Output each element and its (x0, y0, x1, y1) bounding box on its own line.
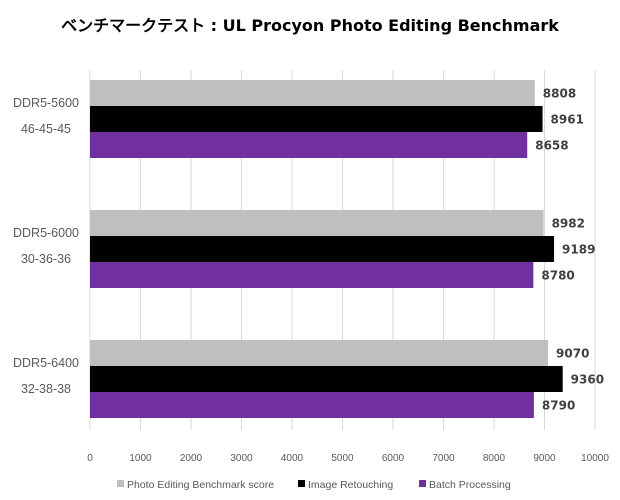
bar (90, 80, 535, 106)
x-tick-label: 10000 (581, 453, 609, 464)
bar (90, 340, 549, 366)
legend-label: Photo Editing Benchmark score (127, 479, 274, 491)
data-label: 8982 (552, 217, 585, 231)
bar (90, 210, 544, 236)
category-sublabel: 46-45-45 (21, 122, 71, 136)
bar (90, 366, 563, 392)
data-label: 8808 (543, 87, 576, 101)
chart-title: ベンチマークテスト : UL Procyon Photo Editing Ben… (61, 16, 559, 35)
bar (90, 236, 555, 262)
x-tick-label: 5000 (331, 453, 354, 464)
data-label: 8790 (542, 399, 575, 413)
category-label: DDR5-6000 (13, 226, 79, 240)
category-sublabel: 32-38-38 (21, 382, 71, 396)
x-tick-label: 0 (87, 453, 93, 464)
category-sublabel: 30-36-36 (21, 252, 71, 266)
bar (90, 132, 528, 158)
x-tick-label: 7000 (432, 453, 455, 464)
x-tick-label: 6000 (382, 453, 405, 464)
legend-swatch (419, 480, 426, 487)
x-tick-label: 9000 (533, 453, 556, 464)
data-label: 8961 (551, 113, 584, 127)
x-tick-label: 1000 (129, 453, 152, 464)
legend-label: Image Retouching (308, 479, 393, 491)
data-label: 9189 (562, 243, 595, 257)
data-label: 8658 (535, 139, 568, 153)
bar (90, 106, 543, 132)
data-label: 9360 (571, 373, 604, 387)
bar (90, 392, 534, 418)
category-label: DDR5-6400 (13, 356, 79, 370)
category-label: DDR5-5600 (13, 96, 79, 110)
x-tick-label: 4000 (281, 453, 304, 464)
x-tick-label: 2000 (180, 453, 203, 464)
data-label: 8780 (541, 269, 574, 283)
data-label: 9070 (556, 347, 589, 361)
legend-swatch (298, 480, 305, 487)
x-tick-label: 8000 (483, 453, 506, 464)
x-tick-label: 3000 (230, 453, 253, 464)
legend-swatch (117, 480, 124, 487)
legend-label: Batch Processing (429, 479, 511, 491)
bar (90, 262, 534, 288)
